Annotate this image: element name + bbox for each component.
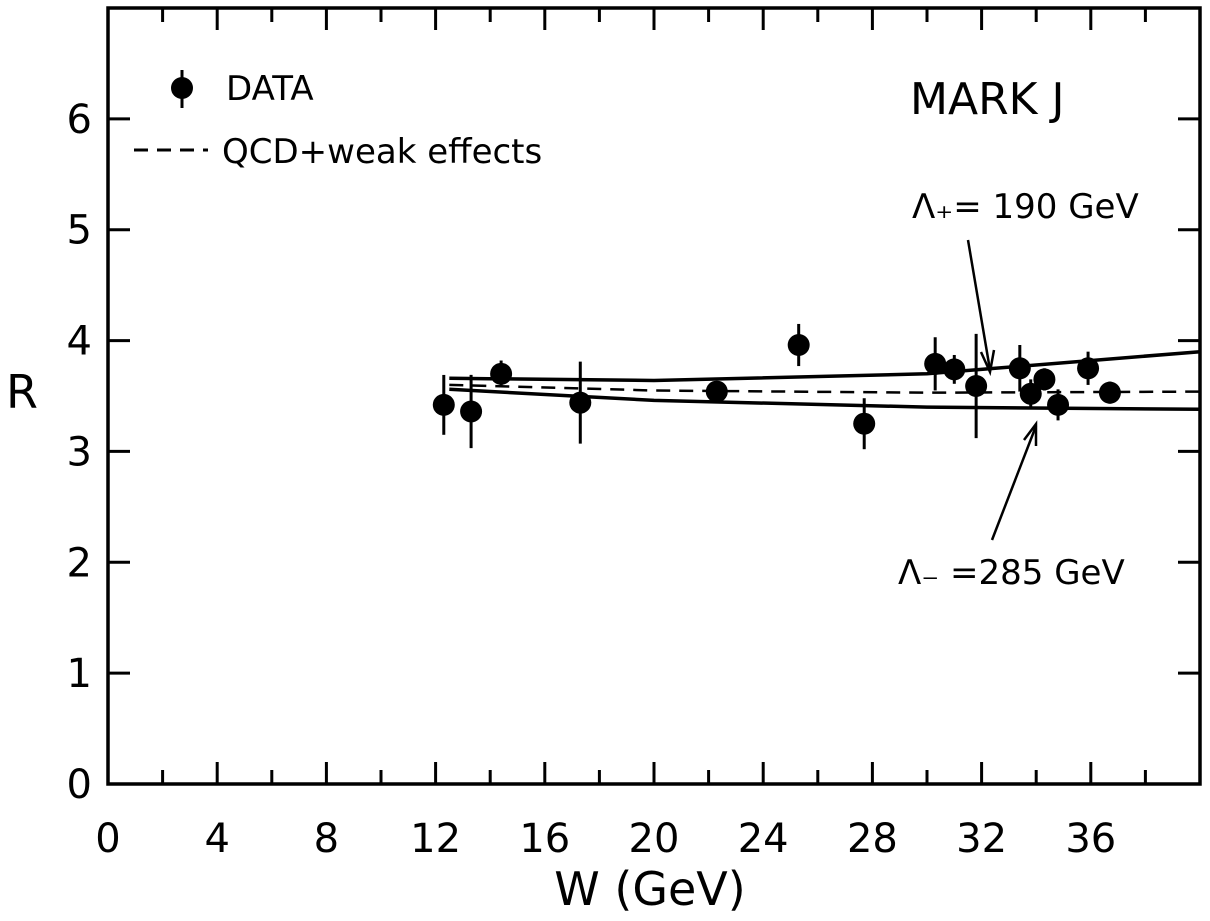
data-point <box>853 412 876 435</box>
x-tick-label: 20 <box>629 816 680 862</box>
y-tick-label: 5 <box>67 208 92 254</box>
x-tick-label: 12 <box>410 816 461 862</box>
data-points <box>432 323 1121 450</box>
annotation-lambda-minus: Λ₋ =285 GeV <box>898 553 1125 593</box>
data-point <box>965 375 988 398</box>
data-point <box>569 391 592 414</box>
annotation-lambda-minus-arrow <box>990 425 1038 541</box>
annotation-lambda-minus-arrowhead <box>1023 420 1038 446</box>
x-tick-label: 36 <box>1065 816 1116 862</box>
data-point <box>1008 357 1031 380</box>
data-point <box>490 362 513 385</box>
x-tick-label: 28 <box>847 816 898 862</box>
x-tick-label: 4 <box>204 816 229 862</box>
x-tick-label: 24 <box>738 816 789 862</box>
y-tick-label: 6 <box>67 97 92 143</box>
qcd-weak-dashed-curve <box>449 383 1201 394</box>
x-tick-label: 32 <box>956 816 1007 862</box>
y-tick-label: 3 <box>67 429 92 475</box>
data-point <box>705 380 728 403</box>
x-tick-label: 16 <box>519 816 570 862</box>
lambda-plus-curve <box>449 349 1201 383</box>
y-tick-label: 2 <box>67 540 92 586</box>
data-point <box>924 352 947 375</box>
legend: DATA QCD+weak effects <box>134 69 542 172</box>
data-point <box>432 393 455 416</box>
data-point <box>1019 382 1042 405</box>
annotation-lambda-plus: Λ₊= 190 GeV <box>912 187 1139 227</box>
x-tick-label: 0 <box>95 816 120 862</box>
legend-label-qcd: QCD+weak effects <box>222 132 542 172</box>
axis-ticks <box>108 8 1200 784</box>
x-tick-label: 8 <box>314 816 339 862</box>
data-point <box>1077 357 1100 380</box>
x-axis-title: W (GeV) <box>554 862 745 916</box>
data-point <box>1098 381 1121 404</box>
annotation-lambda-plus-arrow <box>966 239 992 371</box>
legend-data-marker <box>171 77 193 99</box>
y-axis-title: R <box>6 365 38 419</box>
y-tick-label: 4 <box>67 319 92 365</box>
chart-title: MARK J <box>910 74 1064 125</box>
y-tick-labels: 0 1 2 3 4 5 6 <box>67 97 92 808</box>
y-tick-label: 1 <box>67 651 92 697</box>
y-tick-label: 0 <box>67 762 92 808</box>
x-tick-labels: 0 4 8 12 16 20 24 28 32 36 <box>95 816 1116 862</box>
legend-label-data: DATA <box>226 69 314 109</box>
data-point <box>460 400 483 423</box>
data-point <box>1033 368 1056 391</box>
data-point <box>1047 393 1070 416</box>
annotation-lambda-plus-arrowhead <box>979 349 996 377</box>
data-point <box>943 358 966 381</box>
data-point <box>787 334 810 357</box>
